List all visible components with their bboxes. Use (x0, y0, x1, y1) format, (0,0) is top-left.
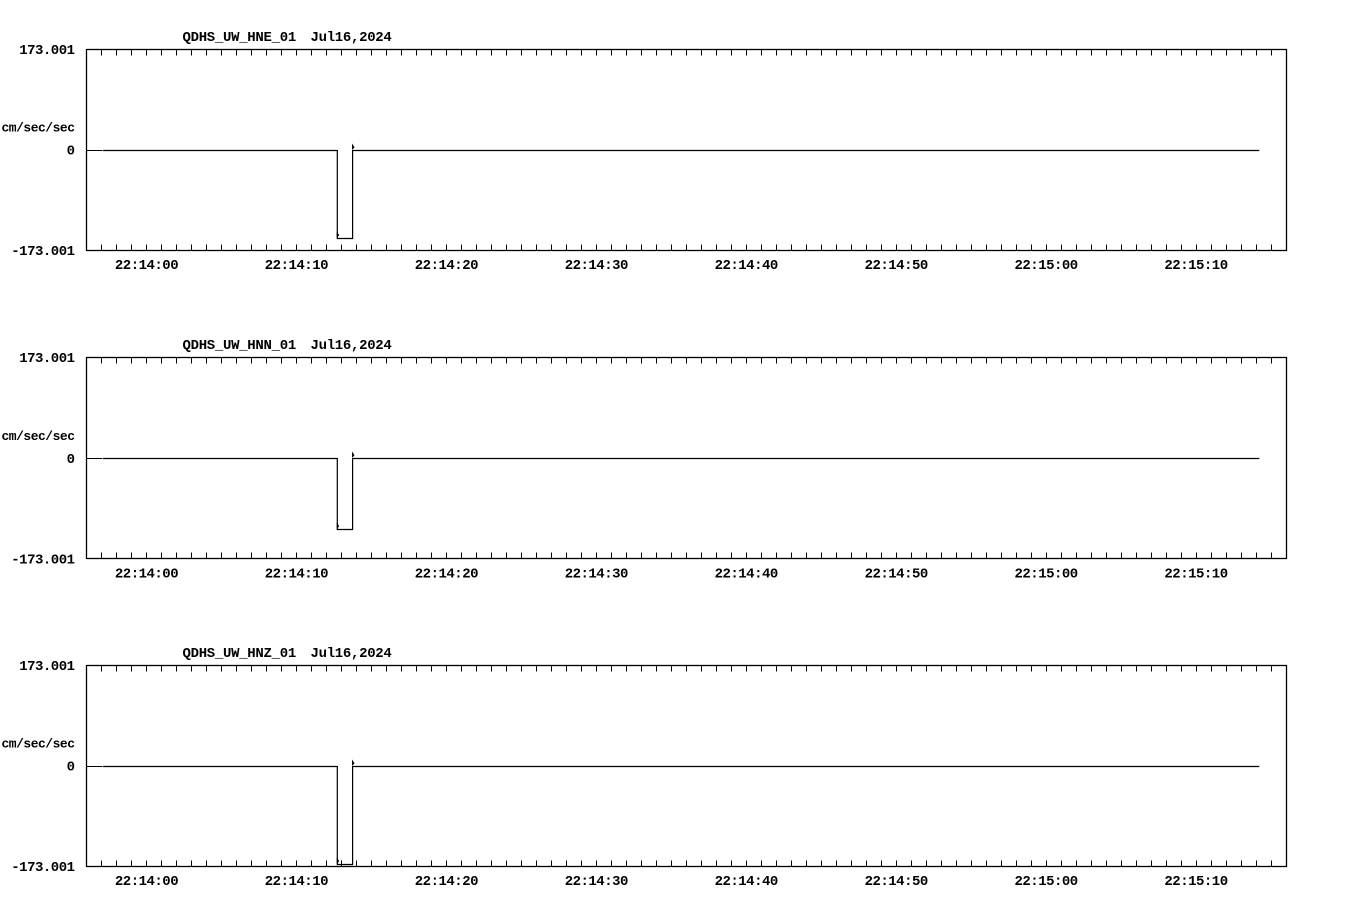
svg-text:-173.001: -173.001 (11, 860, 74, 876)
svg-text:22:15:00: 22:15:00 (1014, 874, 1077, 890)
svg-text:173.001: 173.001 (19, 43, 74, 59)
svg-text:-173.001: -173.001 (11, 553, 74, 569)
svg-text:cm/sec/sec: cm/sec/sec (1, 429, 75, 444)
svg-text:-173.001: -173.001 (11, 244, 74, 260)
svg-text:0: 0 (67, 760, 75, 776)
svg-text:Jul16,2024: Jul16,2024 (311, 338, 392, 354)
svg-text:22:14:00: 22:14:00 (115, 874, 178, 890)
svg-text:173.001: 173.001 (19, 351, 74, 367)
svg-text:173.001: 173.001 (19, 659, 74, 675)
svg-text:22:14:50: 22:14:50 (865, 567, 928, 583)
svg-text:QDHS_UW_HNE_01: QDHS_UW_HNE_01 (183, 30, 296, 46)
svg-text:22:14:20: 22:14:20 (415, 258, 478, 274)
svg-text:22:14:10: 22:14:10 (265, 567, 328, 583)
svg-text:22:14:40: 22:14:40 (715, 258, 778, 274)
svg-text:0: 0 (67, 144, 75, 160)
svg-text:QDHS_UW_HNZ_01: QDHS_UW_HNZ_01 (183, 646, 296, 662)
svg-text:QDHS_UW_HNN_01: QDHS_UW_HNN_01 (183, 338, 296, 354)
svg-text:22:14:00: 22:14:00 (115, 258, 178, 274)
svg-text:22:15:10: 22:15:10 (1164, 567, 1227, 583)
svg-text:22:14:50: 22:14:50 (865, 874, 928, 890)
svg-text:22:14:00: 22:14:00 (115, 567, 178, 583)
svg-text:22:15:00: 22:15:00 (1014, 567, 1077, 583)
svg-text:22:14:40: 22:14:40 (715, 874, 778, 890)
svg-text:0: 0 (67, 452, 75, 468)
svg-text:22:14:10: 22:14:10 (265, 258, 328, 274)
svg-text:cm/sec/sec: cm/sec/sec (1, 737, 75, 752)
svg-text:Jul16,2024: Jul16,2024 (311, 646, 392, 662)
svg-text:22:14:30: 22:14:30 (565, 874, 628, 890)
svg-text:22:15:10: 22:15:10 (1164, 874, 1227, 890)
svg-text:22:14:40: 22:14:40 (715, 567, 778, 583)
svg-text:22:14:30: 22:14:30 (565, 258, 628, 274)
svg-text:22:14:20: 22:14:20 (415, 567, 478, 583)
svg-text:cm/sec/sec: cm/sec/sec (1, 121, 75, 136)
svg-text:22:14:10: 22:14:10 (265, 874, 328, 890)
svg-text:22:14:50: 22:14:50 (865, 258, 928, 274)
svg-text:22:14:20: 22:14:20 (415, 874, 478, 890)
svg-text:22:15:10: 22:15:10 (1164, 258, 1227, 274)
svg-text:22:15:00: 22:15:00 (1014, 258, 1077, 274)
svg-text:Jul16,2024: Jul16,2024 (311, 30, 392, 46)
svg-text:22:14:30: 22:14:30 (565, 567, 628, 583)
